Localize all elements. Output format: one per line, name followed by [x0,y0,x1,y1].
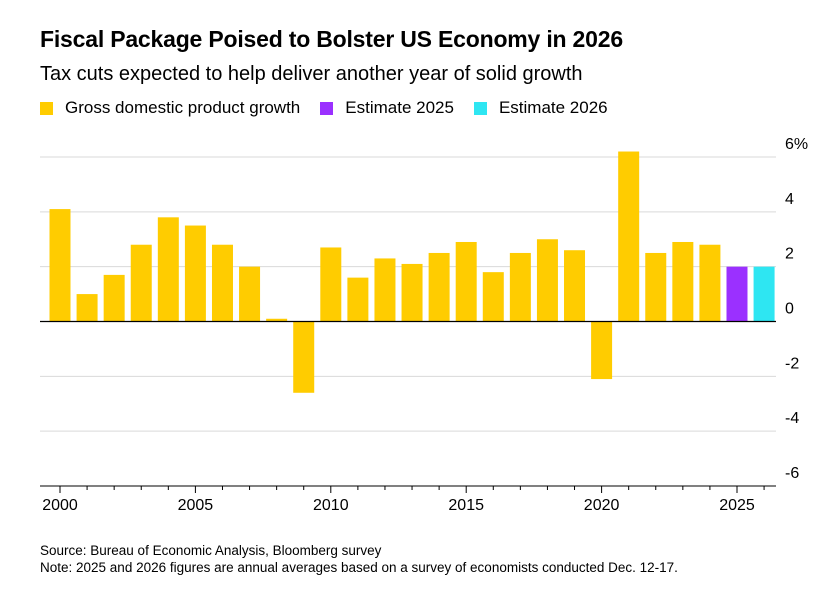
y-tick-label: -6 [785,465,799,482]
bar-2009 [293,321,315,393]
y-tick-label: -4 [785,410,799,427]
x-tick-label: 2000 [42,497,78,514]
bar-2017 [509,252,531,322]
chart-title: Fiscal Package Poised to Bolster US Econ… [40,26,623,52]
legend-swatch-estimate-2025 [320,101,334,115]
x-axis: 2000 2005 2010 2015 2020 2025 [40,485,776,514]
methodology-note: Note: 2025 and 2026 figures are annual a… [40,560,678,575]
bar-2001 [76,294,98,322]
bar-2010 [320,247,342,322]
chart-subtitle: Tax cuts expected to help deliver anothe… [40,63,583,85]
y-tick-label: 0 [785,301,794,318]
legend-item-estimate-2026: Estimate 2026 [473,98,608,118]
bar-2023 [672,241,694,322]
x-tick-label: 2015 [448,497,484,514]
y-tick-label: 4 [785,191,794,208]
legend: Gross domestic product growth Estimate 2… [40,98,628,118]
bar-2015 [455,241,477,322]
bar-2024 [699,244,721,322]
bar-2003 [130,244,152,322]
bar-2022 [645,252,667,322]
y-tick-label: -2 [785,355,799,372]
bar-2006 [211,244,233,322]
x-tick-label: 2010 [313,497,349,514]
x-tick-label: 2005 [178,497,214,514]
bar-2008 [266,318,288,322]
y-tick-label: 2 [785,246,794,263]
bar-2025 [726,266,748,322]
bar-2019 [564,250,586,322]
footer: Source: Bureau of Economic Analysis, Blo… [40,542,678,576]
bar-2000 [49,209,71,322]
x-tick-label: 2020 [584,497,620,514]
bar-2011 [347,277,369,322]
legend-swatch-estimate-2026 [473,101,487,115]
legend-swatch-gdp [40,101,53,115]
x-tick-label: 2025 [719,497,755,514]
bar-2016 [482,272,504,322]
y-tick-label: 6% [785,136,808,153]
legend-item-gdp: Gross domestic product growth [40,98,300,118]
legend-label-estimate-2026: Estimate 2026 [498,98,608,117]
bar-2002 [103,274,125,322]
bar-2005 [184,225,206,322]
legend-label-estimate-2025: Estimate 2025 [345,98,454,117]
bar-2021 [618,151,640,322]
bar-2007 [239,266,261,322]
legend-label-gdp: Gross domestic product growth [65,98,301,117]
bar-2026 [753,266,775,322]
bars [40,151,776,393]
source-note: Source: Bureau of Economic Analysis, Blo… [40,543,382,558]
y-axis-labels: 6% 4 2 0 -2 -4 -6 [785,136,808,482]
bar-2004 [157,217,179,322]
bar-2020 [591,321,613,380]
bar-2013 [401,263,423,322]
bar-2012 [374,258,396,322]
bar-2018 [536,239,558,322]
bar-2014 [428,252,450,322]
legend-item-estimate-2025: Estimate 2025 [320,98,454,118]
